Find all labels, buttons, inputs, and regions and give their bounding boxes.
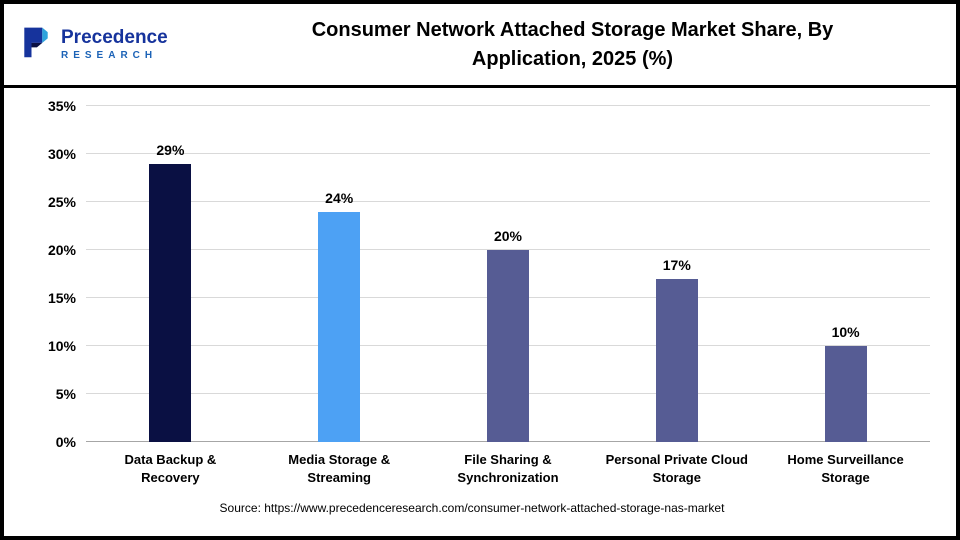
bar-2	[486, 250, 529, 442]
chart-area: 0% 5% 10% 15% 20% 25% 30% 35% 29% 24% 20% 17% 10% D…	[4, 88, 956, 536]
bar-4	[824, 346, 867, 442]
bar-column-3: 17%	[592, 106, 761, 442]
bar-1	[318, 211, 361, 442]
gridline-25	[86, 201, 930, 202]
header: Precedence RESEARCH Consumer Network Att…	[4, 4, 956, 88]
x-axis-labels: Data Backup & Recovery Media Storage & St…	[86, 442, 930, 487]
x-category-label-1: Media Storage & Streaming	[288, 452, 391, 486]
bar-value-label-3: 17%	[662, 256, 691, 273]
y-tick-label-35: 35%	[47, 98, 76, 114]
y-tick-label-5: 5%	[55, 386, 76, 402]
gridline-30	[86, 153, 930, 154]
bars-container: 29% 24% 20% 17% 10%	[86, 106, 930, 442]
logo-p-icon	[18, 24, 54, 65]
logo-subtitle: RESEARCH	[61, 49, 158, 61]
y-tick-label-10: 10%	[47, 338, 76, 354]
gridline-20	[86, 249, 930, 250]
bar-value-label-4: 10%	[831, 324, 860, 341]
precedence-research-logo: Precedence RESEARCH	[18, 24, 203, 65]
x-category-label-4: Home Surveillance Storage	[787, 452, 904, 486]
y-tick-label-0: 0%	[55, 434, 76, 450]
y-tick-label-15: 15%	[47, 290, 76, 306]
bar-value-label-1: 24%	[325, 189, 354, 206]
y-tick-label-20: 20%	[47, 242, 76, 258]
chart-title: Consumer Network Attached Storage Market…	[311, 18, 834, 70]
y-axis: 0% 5% 10% 15% 20% 25% 30% 35%	[14, 98, 86, 450]
bar-0	[149, 163, 192, 442]
x-category-label-2: File Sharing & Synchronization	[457, 452, 559, 486]
logo-name: Precedence	[61, 26, 168, 48]
gridline-35	[86, 105, 930, 106]
bar-column-4: 10%	[761, 106, 930, 442]
x-category-label-3: Personal Private Cloud Storage	[605, 452, 748, 486]
bar-value-label-0: 29%	[156, 141, 185, 158]
bar-value-label-2: 20%	[493, 228, 522, 245]
x-category-label-0: Data Backup & Recovery	[124, 452, 217, 486]
bar-column-2: 20%	[424, 106, 593, 442]
source-text: Source: https://www.precedenceresearch.c…	[219, 501, 725, 516]
y-tick-label-25: 25%	[47, 194, 76, 210]
y-tick-label-30: 30%	[47, 146, 76, 162]
bar-column-1: 24%	[255, 106, 424, 442]
bar-column-0: 29%	[86, 106, 255, 442]
bar-3	[655, 278, 698, 442]
plot-area: 29% 24% 20% 17% 10%	[86, 105, 930, 442]
